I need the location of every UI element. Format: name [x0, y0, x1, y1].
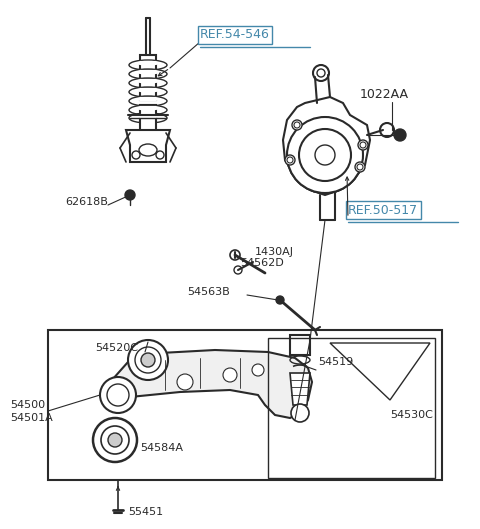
- Text: 55451: 55451: [128, 507, 163, 517]
- Bar: [140, 55, 156, 100]
- Text: 54530C: 54530C: [390, 410, 433, 420]
- Circle shape: [223, 368, 237, 382]
- Text: 54500: 54500: [10, 400, 45, 410]
- Circle shape: [177, 374, 193, 390]
- Circle shape: [358, 140, 368, 150]
- Polygon shape: [283, 97, 370, 195]
- Circle shape: [380, 123, 394, 137]
- Circle shape: [287, 117, 363, 193]
- Text: 62618B: 62618B: [65, 197, 108, 207]
- Polygon shape: [108, 350, 312, 418]
- Circle shape: [291, 404, 309, 422]
- Bar: [48, 330, 442, 480]
- Text: 54584A: 54584A: [140, 443, 183, 453]
- Circle shape: [128, 340, 168, 380]
- Bar: [268, 338, 435, 478]
- Text: 54501A: 54501A: [10, 413, 53, 423]
- Text: 1430AJ: 1430AJ: [255, 247, 294, 257]
- Polygon shape: [290, 373, 310, 405]
- Circle shape: [355, 162, 365, 172]
- Text: REF.50-517: REF.50-517: [348, 204, 418, 216]
- Circle shape: [313, 65, 329, 81]
- Text: 54520C: 54520C: [95, 343, 138, 353]
- Text: 54563B: 54563B: [187, 287, 230, 297]
- Text: 1022AA: 1022AA: [360, 88, 409, 102]
- Circle shape: [230, 250, 240, 260]
- Circle shape: [93, 418, 137, 462]
- Text: 54519: 54519: [318, 357, 353, 367]
- Circle shape: [252, 364, 264, 376]
- Circle shape: [141, 353, 155, 367]
- Circle shape: [285, 155, 295, 165]
- Text: 54562D: 54562D: [240, 258, 284, 268]
- Bar: [290, 335, 310, 355]
- Circle shape: [125, 190, 135, 200]
- Circle shape: [394, 129, 406, 141]
- Circle shape: [108, 433, 122, 447]
- Circle shape: [276, 296, 284, 304]
- Circle shape: [100, 377, 136, 413]
- Bar: [140, 105, 156, 145]
- Text: REF.54-546: REF.54-546: [200, 29, 270, 41]
- Polygon shape: [126, 130, 170, 162]
- Circle shape: [292, 120, 302, 130]
